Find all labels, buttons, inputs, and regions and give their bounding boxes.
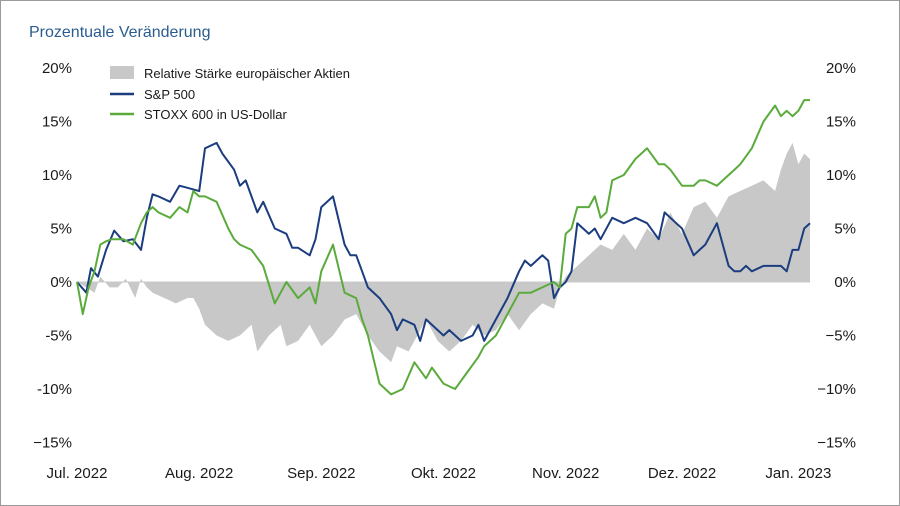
series-line-stoxx600 — [76, 99, 810, 396]
y-tick-right: 5% — [834, 221, 856, 238]
y-axis-right: 20% 15% 10% 5% 0% −5% −10% −15% — [817, 60, 856, 452]
lines-layer — [76, 99, 811, 396]
legend-swatch-area — [110, 66, 134, 79]
y-tick-left: 10% — [42, 167, 72, 184]
y-tick-left: 0% — [50, 274, 72, 291]
y-tick-left: 5% — [50, 221, 72, 238]
x-tick: Nov. 2022 — [532, 465, 599, 482]
y-tick-right: 10% — [826, 167, 856, 184]
y-tick-right: 20% — [826, 60, 856, 77]
y-tick-right: 0% — [834, 274, 856, 291]
y-tick-right: −15% — [817, 435, 856, 452]
series-line-sp500 — [76, 141, 811, 342]
x-tick: Sep. 2022 — [287, 465, 355, 482]
x-tick: Jul. 2022 — [47, 465, 108, 482]
x-tick: Okt. 2022 — [411, 465, 476, 482]
legend-label: S&P 500 — [144, 87, 195, 102]
y-tick-right: −5% — [826, 328, 856, 345]
y-tick-right: 15% — [826, 114, 856, 131]
y-tick-left: 20% — [42, 60, 72, 77]
y-axis-left: 20% 15% 10% 5% 0% -5% -10% −15% — [33, 60, 72, 452]
y-tick-left: -10% — [37, 381, 72, 398]
legend-label: STOXX 600 in US-Dollar — [144, 107, 287, 122]
legend-label: Relative Stärke europäischer Aktien — [144, 66, 350, 81]
area-layer — [77, 142, 810, 363]
y-tick-right: −10% — [817, 381, 856, 398]
area-relative-strength — [77, 142, 810, 363]
y-tick-left: -5% — [45, 328, 72, 345]
x-tick: Dez. 2022 — [648, 465, 716, 482]
y-tick-left: 15% — [42, 114, 72, 131]
legend: Relative Stärke europäischer Aktien S&P 5… — [110, 66, 350, 122]
y-tick-left: −15% — [33, 435, 72, 452]
x-tick: Aug. 2022 — [165, 465, 233, 482]
chart-title: Prozentuale Veränderung — [29, 24, 211, 41]
x-axis: Jul. 2022 Aug. 2022 Sep. 2022 Okt. 2022 Nov.… — [47, 465, 832, 482]
x-tick: Jan. 2023 — [765, 465, 831, 482]
